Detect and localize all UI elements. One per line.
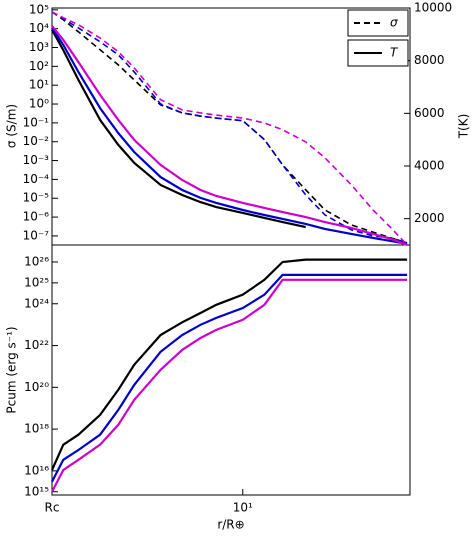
y-tick-label: 10²⁵ xyxy=(24,275,49,289)
series-line xyxy=(51,278,408,493)
series-line xyxy=(51,27,408,245)
y2-tick-label: 8000 xyxy=(414,53,445,67)
y2-tick-label: 2000 xyxy=(414,211,445,225)
y-tick-label: 10² xyxy=(29,59,49,73)
y-tick-label: 10⁴ xyxy=(29,21,49,35)
y-tick-label: 10³ xyxy=(29,40,49,54)
y-tick-label: 10⁰ xyxy=(29,97,49,111)
y-tick-label: 10¹⁸ xyxy=(24,422,49,436)
y-tick-label: 10⁻⁴ xyxy=(23,172,50,186)
y-tick-label: 10²⁴ xyxy=(24,296,49,310)
series-line xyxy=(51,25,408,247)
y-tick-label: 10²⁰ xyxy=(24,380,49,394)
y-axis-label: σ (S/m) xyxy=(5,104,19,148)
y2-tick-label: 10000 xyxy=(414,1,452,15)
y-tick-label: 10¹ xyxy=(29,78,49,92)
y-tick-label: 10⁵ xyxy=(29,2,49,16)
series-line xyxy=(51,11,408,246)
y2-tick-label: 4000 xyxy=(414,159,445,173)
y-tick-label: 10⁻⁶ xyxy=(23,210,50,224)
series-line xyxy=(50,258,408,471)
y-tick-label: 10¹⁵ xyxy=(24,484,49,498)
series-line xyxy=(51,11,408,244)
series-line xyxy=(51,273,408,483)
y-tick-label: 10⁻¹ xyxy=(23,115,50,129)
legend-label: σ xyxy=(390,16,398,30)
x-tick-label: 10¹ xyxy=(233,501,253,515)
series-line xyxy=(51,29,306,229)
legend-label: T xyxy=(390,46,399,60)
y-tick-label: 10²² xyxy=(24,338,49,352)
bottom-frame xyxy=(51,244,411,496)
y-tick-label: 10¹⁶ xyxy=(24,463,49,477)
y-tick-label: 10⁻⁵ xyxy=(23,191,50,205)
y2-axis-label: T(K) xyxy=(457,114,471,140)
y-axis-label: Pcum (erg s⁻¹) xyxy=(5,326,19,413)
y-tick-label: 10⁻⁷ xyxy=(23,228,50,242)
y-tick-label: 10⁻³ xyxy=(23,153,50,167)
x-axis-label: r/R⊕ xyxy=(217,518,244,532)
x-tick-label: Rc xyxy=(45,501,60,515)
y-tick-label: 10⁻² xyxy=(23,134,50,148)
y2-tick-label: 6000 xyxy=(414,106,445,120)
y-tick-label: 10²⁶ xyxy=(24,254,49,268)
